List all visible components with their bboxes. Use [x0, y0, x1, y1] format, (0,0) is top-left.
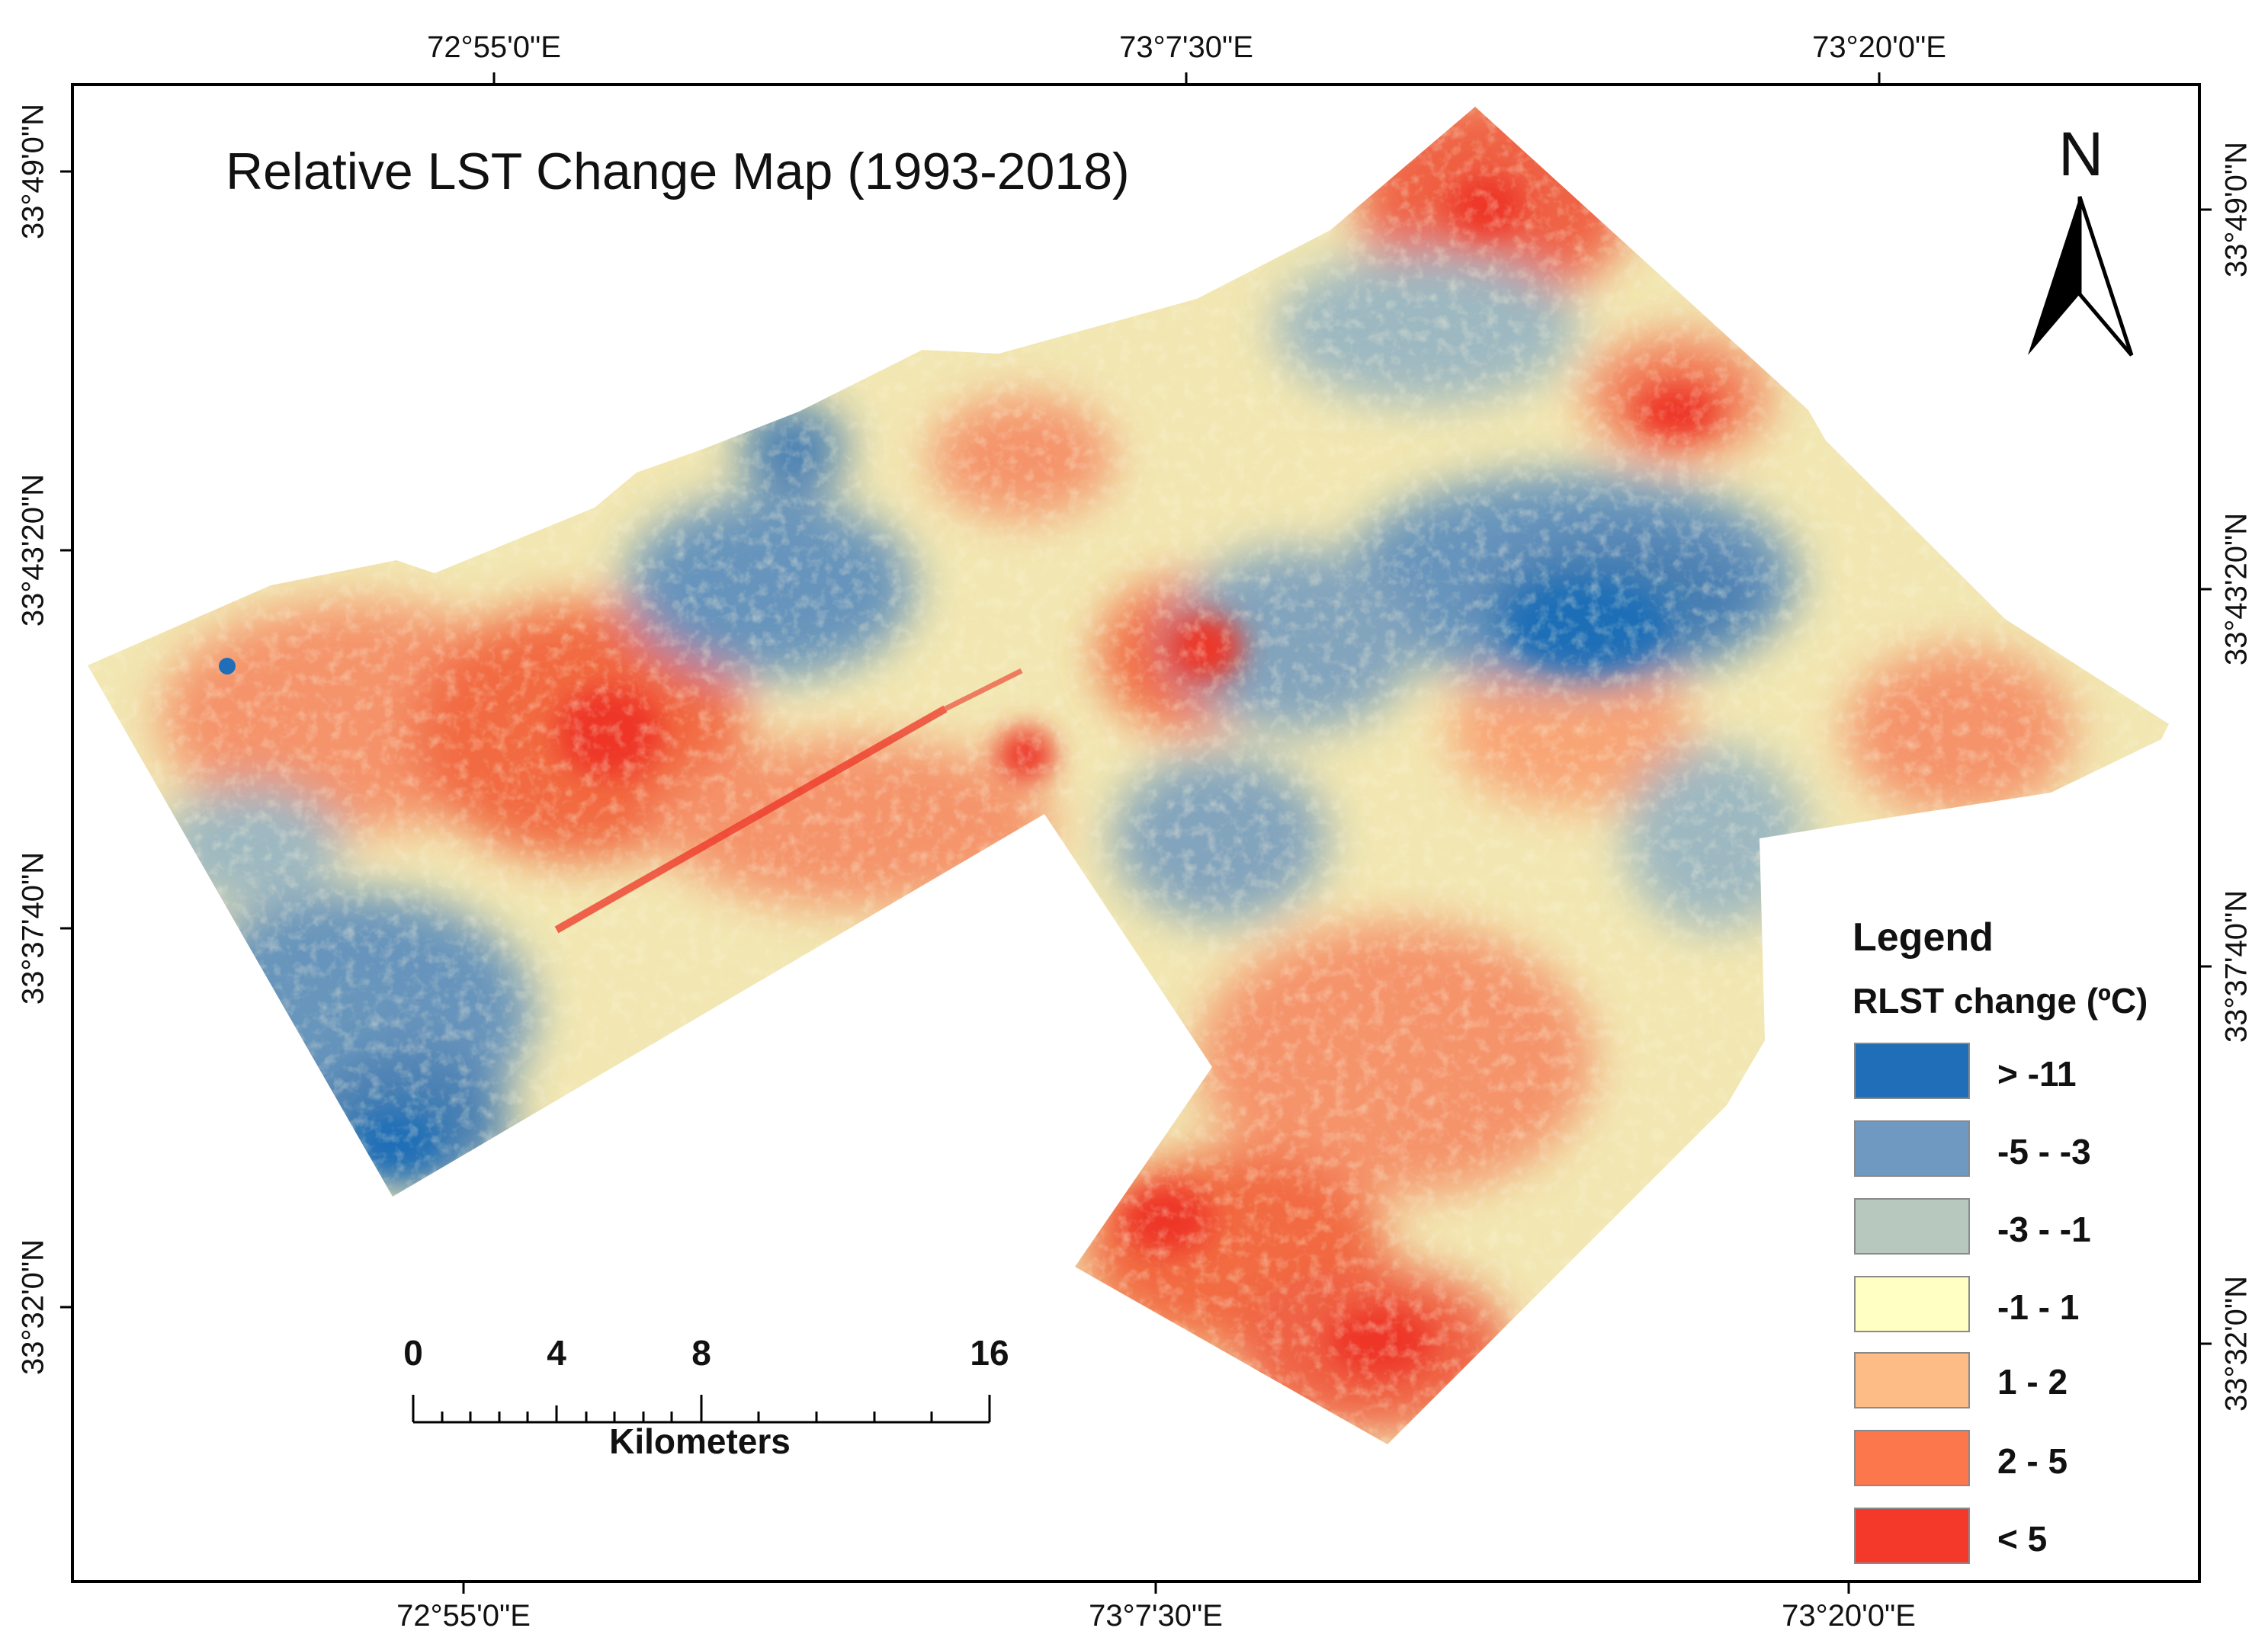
lat-label-right-1: 33°49'0"N	[2219, 142, 2254, 277]
legend-swatch-1	[1854, 1043, 1970, 1099]
lat-label-left-1: 33°49'0"N	[16, 104, 50, 239]
legend-label-3: -3 - -1	[1997, 1210, 2091, 1249]
lon-label-top-2: 73°7'30"E	[1119, 30, 1253, 64]
north-label: N	[2058, 120, 2104, 189]
lon-label-top-3: 73°20'0"E	[1812, 30, 1946, 64]
scale-tick-0: 0	[403, 1333, 423, 1373]
legend-swatch-7	[1854, 1508, 1970, 1564]
scale-bar	[412, 1395, 991, 1424]
legend-label-1: > -11	[1997, 1054, 2077, 1094]
legend-title: Legend	[1853, 915, 1994, 960]
legend-swatch-2	[1854, 1120, 1970, 1177]
lon-label-bottom-2: 73°7'30"E	[1089, 1599, 1223, 1633]
north-arrow-icon	[2028, 196, 2134, 357]
legend-subtitle: RLST change (ºC)	[1853, 981, 2148, 1021]
lat-label-right-3: 33°37'40"N	[2219, 889, 2254, 1043]
lat-label-left-3: 33°37'40"N	[16, 851, 50, 1005]
lon-label-bottom-3: 73°20'0"E	[1782, 1599, 1916, 1633]
legend-swatch-6	[1854, 1430, 1970, 1486]
scale-tick-16: 16	[970, 1333, 1009, 1373]
lat-label-left-4: 33°32'0"N	[16, 1239, 50, 1375]
legend-label-2: -5 - -3	[1997, 1132, 2091, 1171]
graticule-ticks	[60, 72, 2212, 1594]
map-title: Relative LST Change Map (1993-2018)	[226, 143, 1130, 200]
lat-label-right-2: 33°43'20"N	[2219, 512, 2254, 666]
legend-label-6: 2 - 5	[1997, 1441, 2068, 1481]
scale-tick-8: 8	[691, 1333, 711, 1373]
legend-swatch-5	[1854, 1352, 1970, 1408]
legend-label-7: < 5	[1997, 1519, 2048, 1559]
lon-label-bottom-1: 72°55'0"E	[396, 1599, 531, 1633]
scale-tick-4: 4	[547, 1333, 566, 1373]
lat-label-right-4: 33°32'0"N	[2219, 1276, 2254, 1412]
scale-unit-label: Kilometers	[609, 1421, 791, 1461]
legend-label-4: -1 - 1	[1997, 1287, 2080, 1327]
legend-label-5: 1 - 2	[1997, 1362, 2068, 1402]
lat-label-left-2: 33°43'20"N	[16, 473, 50, 627]
legend-swatch-3	[1854, 1198, 1970, 1255]
lon-label-top-1: 72°55'0"E	[427, 30, 561, 64]
legend-swatch-4	[1854, 1276, 1970, 1332]
